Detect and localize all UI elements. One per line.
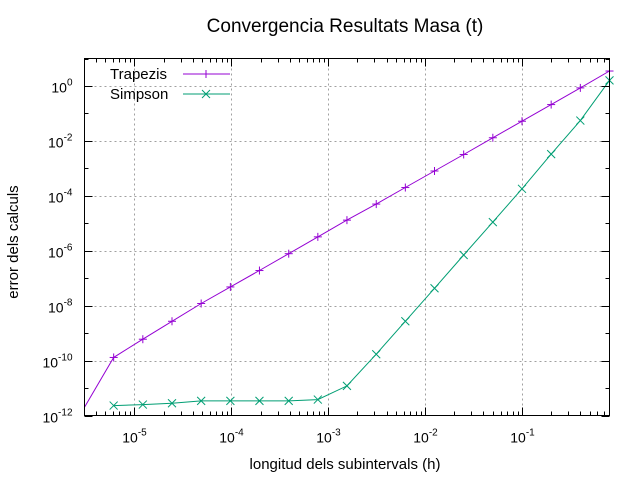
chart-title: Convergencia Resultats Masa (t): [207, 16, 484, 37]
data-point-trapezis: [255, 266, 264, 275]
y-tick-label-base: 10: [42, 410, 58, 426]
data-point-trapezis: [372, 200, 381, 209]
x-tick-label: 10-2: [413, 428, 438, 446]
x-tick-label-exponent: -1: [526, 428, 535, 439]
x-tick-label-base: 10: [510, 430, 526, 446]
y-tick-label-base: 10: [42, 355, 58, 371]
y-tick-label-base: 10: [48, 135, 64, 151]
x-tick-label: 10-3: [316, 428, 341, 446]
data-point-simpson: [400, 316, 410, 326]
x-tick-label-base: 10: [122, 430, 138, 446]
series-layer: [84, 67, 614, 410]
data-point-simpson: [138, 400, 148, 409]
data-point-trapezis: [342, 216, 351, 225]
data-point-trapezis: [547, 100, 556, 109]
y-tick-label: 10-12: [42, 408, 72, 426]
data-point-trapezis: [576, 83, 585, 92]
legend-label-trapezis: Trapezis: [110, 66, 167, 83]
data-point-simpson: [371, 349, 381, 359]
data-point-trapezis: [167, 317, 176, 326]
data-point-simpson: [430, 283, 439, 293]
y-tick-label-exponent: -4: [64, 188, 73, 199]
data-point-simpson: [255, 396, 264, 406]
legend-item-simpson: Simpson: [110, 86, 230, 103]
y-tick-label-base: 10: [48, 245, 64, 261]
data-point-simpson: [546, 149, 556, 159]
data-point-simpson: [342, 381, 352, 391]
data-point-trapezis: [313, 232, 322, 241]
x-tick-label: 10-4: [219, 428, 244, 446]
data-point-simpson: [167, 398, 177, 408]
y-axis-label: error dels calculs: [5, 185, 22, 298]
data-point-trapezis: [284, 249, 293, 258]
y-tick-label-base: 10: [48, 300, 64, 316]
y-tick-label-exponent: 0: [67, 78, 73, 89]
data-point-trapezis: [226, 282, 235, 291]
x-tick-label-base: 10: [219, 430, 235, 446]
y-tick-label-exponent: -6: [64, 243, 73, 254]
x-tick-label-exponent: -5: [138, 428, 147, 439]
y-tick-label: 10-4: [48, 188, 73, 206]
y-tick-label: 10-10: [42, 353, 72, 371]
data-point-trapezis: [488, 133, 497, 142]
grid: [84, 58, 610, 416]
y-tick-label-exponent: -8: [64, 298, 73, 309]
legend-marker-trapezis: [202, 70, 210, 78]
data-point-trapezis: [138, 335, 147, 344]
x-tick-label-exponent: -2: [429, 428, 438, 439]
x-tick-label: 10-5: [122, 428, 147, 446]
y-tick-label-exponent: -2: [64, 133, 73, 144]
legend-marker-simpson: [201, 89, 211, 99]
data-point-simpson: [575, 116, 585, 125]
y-tick-label-exponent: -12: [58, 408, 73, 419]
data-point-simpson: [196, 396, 206, 406]
y-tick-label: 10-2: [48, 133, 73, 151]
series-line-trapezis: [84, 70, 610, 408]
data-point-trapezis: [109, 353, 118, 362]
legend-label-simpson: Simpson: [110, 86, 168, 103]
x-tick-label: 10-1: [510, 428, 535, 446]
y-tick-label-exponent: -10: [58, 353, 73, 364]
data-point-trapezis: [197, 299, 206, 308]
data-point-simpson: [109, 401, 119, 410]
data-point-trapezis: [518, 117, 527, 126]
x-tick-label-base: 10: [316, 430, 332, 446]
y-tick-label: 100: [51, 78, 73, 96]
plot-frame: [84, 58, 610, 416]
series-line-simpson: [113, 80, 610, 407]
y-tick-label-base: 10: [51, 80, 67, 96]
legend-item-trapezis: Trapezis: [110, 66, 230, 83]
x-tick-label-exponent: -3: [332, 428, 341, 439]
legend: Trapezis Simpson: [110, 66, 230, 103]
y-tick-label: 10-8: [48, 298, 73, 316]
data-point-simpson: [226, 396, 235, 406]
x-axis-label: longitud dels subintervals (h): [250, 456, 441, 473]
data-point-simpson: [284, 396, 294, 406]
y-tick-label-base: 10: [48, 190, 64, 206]
data-point-trapezis: [401, 183, 410, 192]
data-point-simpson: [517, 184, 527, 194]
x-tick-label-base: 10: [413, 430, 429, 446]
x-tick-label-exponent: -4: [235, 428, 244, 439]
data-point-simpson: [313, 395, 323, 404]
y-tick-label: 10-6: [48, 243, 73, 261]
data-point-simpson: [488, 217, 498, 227]
data-point-trapezis: [430, 167, 439, 176]
data-point-trapezis: [459, 150, 468, 159]
data-point-simpson: [459, 250, 469, 260]
